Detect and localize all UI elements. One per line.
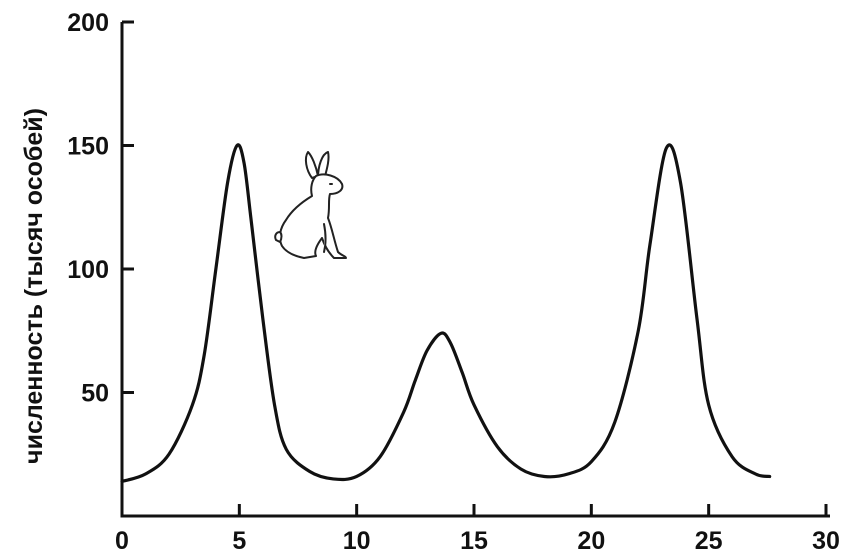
y-tick-label: 50 <box>81 380 109 408</box>
x-tick-label: 10 <box>343 527 371 552</box>
x-tick-label: 15 <box>460 527 488 552</box>
y-tick-label: 100 <box>67 256 109 284</box>
ticks <box>120 20 828 516</box>
tick-labels: 0 5 10 15 20 25 30 50 100 150 200 <box>67 9 840 552</box>
hare-icon <box>274 151 347 259</box>
y-axis-title: численность (тысяч особей) <box>20 108 48 464</box>
y-tick-label: 150 <box>67 133 109 161</box>
x-tick-label: 20 <box>577 527 605 552</box>
x-tick-label: 5 <box>232 527 246 552</box>
x-tick-label: 30 <box>812 527 840 552</box>
series-group <box>120 143 772 484</box>
y-tick-label: 200 <box>67 9 109 37</box>
x-tick-label: 25 <box>695 527 723 552</box>
series-line <box>120 143 772 484</box>
x-tick-label: 0 <box>115 527 129 552</box>
